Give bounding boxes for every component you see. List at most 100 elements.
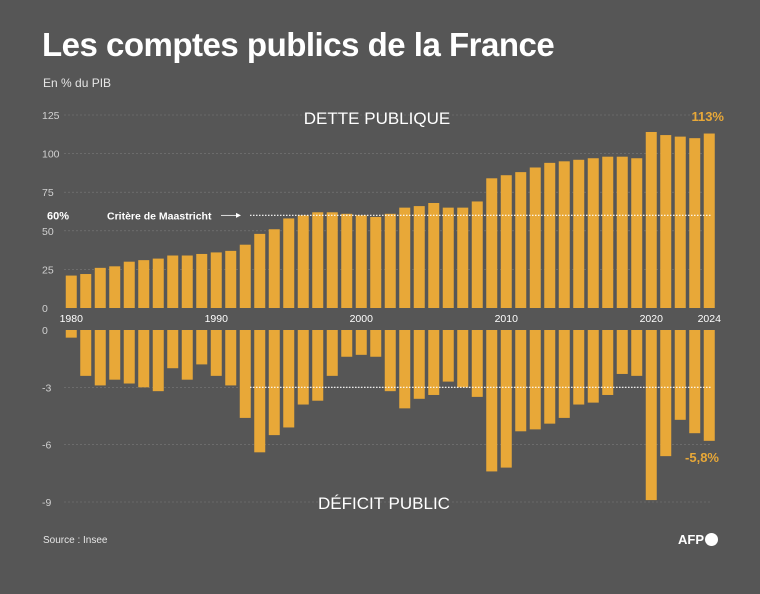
debt-bar-1988	[181, 255, 193, 308]
deficit-bar-1988	[181, 330, 193, 380]
deficit-bar-2018	[616, 330, 628, 374]
debt-bar-1998	[326, 212, 338, 308]
year-label: 2010	[495, 313, 519, 325]
reference-lines	[221, 212, 712, 388]
deficit-bar-2004	[413, 330, 425, 399]
deficit-bar-1986	[152, 330, 164, 392]
debt-bar-2001	[370, 216, 382, 308]
deficit-bar-2002	[384, 330, 396, 392]
deficit-bar-2003	[399, 330, 411, 409]
debt-bar-2019	[631, 158, 643, 308]
debt-bar-2010	[500, 175, 512, 308]
debt-bar-1989	[196, 253, 208, 308]
afp-logo: AFP	[678, 532, 718, 547]
deficit-bar-1981	[80, 330, 92, 376]
deficit-bar-1980	[65, 330, 77, 338]
deficit-grid	[64, 387, 712, 503]
debt-section-title: DETTE PUBLIQUE	[304, 109, 450, 128]
chart-labels: 0 25 50 75 100 125 0 -3 -6 -9 60% Critère de Maastr…	[42, 109, 724, 513]
deficit-bar-2000	[355, 330, 367, 355]
deficit-bar-2017	[602, 330, 614, 395]
debt-bar-2011	[515, 172, 527, 308]
deficit-bar-1990	[210, 330, 222, 376]
deficit-bar-2014	[558, 330, 570, 418]
deficit-bar-1983	[109, 330, 121, 380]
deficit-bar-1994	[268, 330, 280, 436]
debt-bar-2015	[573, 159, 585, 308]
deficit-bar-1995	[283, 330, 295, 428]
deficit-bar-1996	[297, 330, 309, 405]
debt-bar-1991	[225, 250, 237, 308]
debt-bar-2004	[413, 206, 425, 308]
debt-bar-2017	[602, 156, 614, 308]
deficit-bar-1998	[326, 330, 338, 376]
deficit-bar-1997	[312, 330, 324, 401]
debt-bar-2005	[428, 203, 440, 308]
debt-bars	[65, 131, 715, 308]
year-label: 1980	[60, 313, 84, 325]
deficit-bar-1984	[123, 330, 135, 384]
chart-subtitle: En % du PIB	[43, 76, 112, 90]
deficit-bar-2012	[529, 330, 541, 430]
deficit-bar-1982	[94, 330, 106, 386]
deficit-bar-2010	[500, 330, 512, 468]
debt-y-tick: 0	[42, 303, 48, 315]
deficit-bar-2019	[631, 330, 643, 376]
deficit-bar-1999	[341, 330, 353, 357]
deficit-bar-2022	[674, 330, 686, 420]
deficit-bar-1992	[239, 330, 251, 418]
debt-bar-1996	[297, 215, 309, 308]
debt-bar-2007	[457, 207, 469, 308]
debt-bar-2016	[587, 158, 599, 308]
debt-bar-2018	[616, 156, 628, 308]
deficit-bar-2020	[645, 330, 657, 501]
deficit-bar-2007	[457, 330, 469, 388]
deficit-y-tick: -6	[42, 440, 51, 452]
debt-bar-1994	[268, 229, 280, 308]
debt-bar-1980	[65, 275, 77, 308]
debt-y-tick: 100	[42, 149, 60, 161]
debt-bar-2000	[355, 215, 367, 308]
deficit-bar-2006	[442, 330, 454, 382]
deficit-bar-2015	[573, 330, 585, 405]
debt-bar-2006	[442, 207, 454, 308]
debt-y-tick: 125	[42, 110, 60, 122]
deficit-bar-2005	[428, 330, 440, 395]
deficit-bar-2016	[587, 330, 599, 403]
deficit-section-title: DÉFICIT PUBLIC	[318, 494, 450, 513]
maastricht-arrow-head	[236, 212, 241, 218]
deficit-y-tick: -3	[42, 382, 51, 394]
debt-bar-2003	[399, 207, 411, 308]
debt-bar-2022	[674, 136, 686, 308]
deficit-bar-1989	[196, 330, 208, 365]
debt-bar-2023	[689, 138, 701, 308]
debt-bar-2008	[471, 201, 483, 308]
debt-bar-1997	[312, 212, 324, 308]
debt-bar-2024	[703, 133, 715, 308]
debt-y-tick: 25	[42, 264, 54, 276]
deficit-bar-1991	[225, 330, 237, 386]
debt-bar-1986	[152, 258, 164, 308]
year-label: 2024	[698, 313, 722, 325]
year-label: 2000	[350, 313, 374, 325]
debt-y-tick: 50	[42, 226, 54, 238]
debt-bar-1983	[109, 266, 121, 308]
deficit-bar-1993	[254, 330, 266, 453]
debt-bar-2020	[645, 131, 657, 308]
debt-bar-1999	[341, 213, 353, 308]
deficit-bar-2023	[689, 330, 701, 434]
deficit-bar-2001	[370, 330, 382, 357]
debt-bar-2013	[544, 162, 556, 308]
chart-title: Les comptes publics de la France	[42, 26, 555, 63]
deficit-y-tick: 0	[42, 325, 48, 337]
debt-y-tick: 75	[42, 187, 54, 199]
maastricht-value-label: 60%	[47, 210, 69, 222]
deficit-last-value: -5,8%	[685, 450, 719, 465]
deficit-bar-2024	[703, 330, 715, 441]
debt-bar-1982	[94, 267, 106, 308]
deficit-bar-2009	[486, 330, 498, 472]
deficit-bar-2021	[660, 330, 672, 457]
deficit-bar-1985	[138, 330, 150, 388]
debt-bar-1992	[239, 244, 251, 308]
